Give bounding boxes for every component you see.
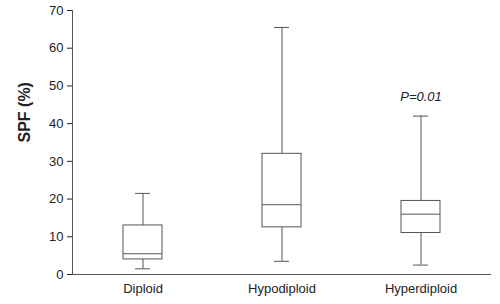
svg-text:SPF (%): SPF (%) [16,82,33,142]
svg-text:70: 70 [49,3,63,18]
svg-text:20: 20 [49,191,63,206]
svg-text:30: 30 [49,154,63,169]
svg-text:Hyperdiploid: Hyperdiploid [385,281,457,296]
svg-text:Hypodiploid: Hypodiploid [248,281,316,296]
svg-text:Diploid: Diploid [123,281,163,296]
svg-text:50: 50 [49,78,63,93]
svg-text:10: 10 [49,229,63,244]
svg-text:60: 60 [49,40,63,55]
svg-text:40: 40 [49,116,63,131]
svg-text:P=0.01: P=0.01 [400,89,442,104]
svg-text:0: 0 [56,267,63,282]
